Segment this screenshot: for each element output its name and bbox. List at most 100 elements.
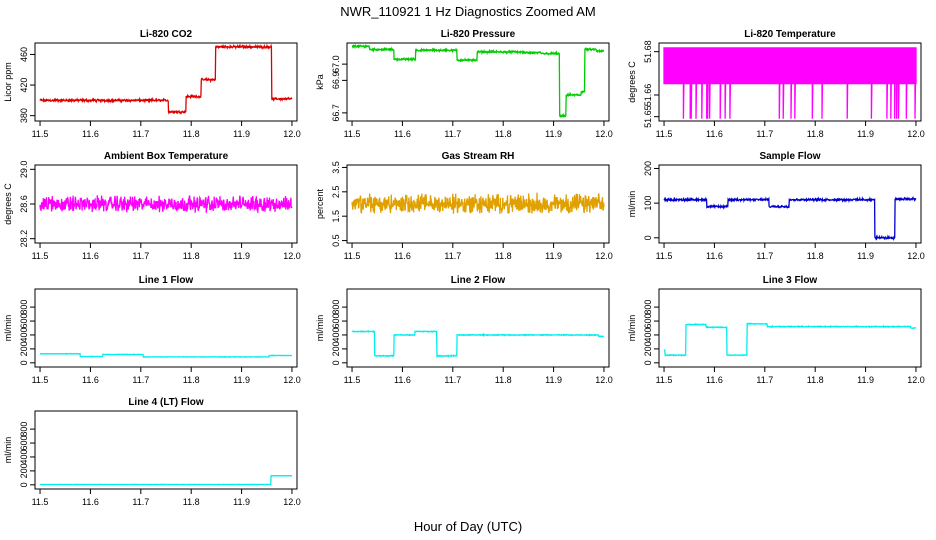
y-tick-label: 400 xyxy=(19,327,29,342)
y-tick-label: 800 xyxy=(643,300,653,315)
chart-panel-9: Line 3 Flow 11.5 11.6 11.7 11.8 11.9 12.0 0 2004… xyxy=(627,275,925,385)
y-tick-label: 600 xyxy=(643,314,653,329)
x-tick-label: 12.0 xyxy=(907,251,925,261)
y-axis-label: Licor ppm xyxy=(3,62,13,102)
plot-frame xyxy=(34,288,298,368)
y-tick-label: 66.7 xyxy=(331,104,341,122)
x-tick-label: 11.6 xyxy=(706,251,723,261)
x-tick-label: 11.7 xyxy=(756,375,773,385)
x-tick-label: 12.0 xyxy=(907,129,925,139)
series-line xyxy=(663,322,917,357)
x-tick-label: 11.6 xyxy=(706,129,723,139)
x-tick-label: 12.0 xyxy=(595,129,613,139)
x-tick-label: 11.9 xyxy=(233,129,250,139)
x-tick-label: 11.6 xyxy=(706,375,723,385)
y-tick-label: 51.68 xyxy=(643,40,653,63)
x-tick-label: 11.8 xyxy=(183,375,200,385)
panel-title: Line 2 Flow xyxy=(451,275,506,286)
y-tick-label: 29.0 xyxy=(19,161,29,179)
x-tick-label: 11.9 xyxy=(233,251,250,261)
x-tick-label: 11.8 xyxy=(183,129,200,139)
x-tick-label: 11.8 xyxy=(495,375,512,385)
x-tick-label: 11.8 xyxy=(807,375,824,385)
chart-panel-7: Line 1 Flow 11.5 11.6 11.7 11.8 11.9 12.0 0 2004… xyxy=(3,275,301,385)
x-tick-label: 11.7 xyxy=(132,497,149,507)
x-tick-label: 11.5 xyxy=(656,251,673,261)
x-tick-label: 11.6 xyxy=(394,375,411,385)
x-tick-label: 11.8 xyxy=(183,497,200,507)
x-tick-label: 11.5 xyxy=(32,129,49,139)
x-tick-label: 11.9 xyxy=(857,375,874,385)
series-line xyxy=(351,43,605,119)
y-tick-label: 800 xyxy=(19,422,29,437)
x-tick-label: 11.5 xyxy=(32,497,49,507)
x-tick-label: 11.7 xyxy=(132,251,149,261)
panel-title: Gas Stream RH xyxy=(442,151,515,162)
y-tick-label: 200 xyxy=(19,463,29,478)
y-tick-label: 1.5 xyxy=(331,210,341,223)
x-tick-label: 12.0 xyxy=(283,375,301,385)
x-tick-label: 11.9 xyxy=(233,375,250,385)
x-tick-label: 11.9 xyxy=(545,129,562,139)
panels: Li-820 CO2 11.5 11.6 11.7 11.8 11.9 12.0 380 420… xyxy=(3,29,925,507)
chart-panel-8: Line 2 Flow 11.5 11.6 11.7 11.8 11.9 12.0 0 2004… xyxy=(315,275,613,385)
x-tick-label: 11.6 xyxy=(394,251,411,261)
x-tick-label: 11.8 xyxy=(495,129,512,139)
panel-title: Sample Flow xyxy=(759,151,820,162)
x-tick-label: 11.5 xyxy=(656,375,673,385)
y-tick-label: 66.9 xyxy=(331,72,341,90)
x-tick-label: 11.5 xyxy=(32,251,49,261)
x-tick-label: 11.7 xyxy=(132,375,149,385)
y-tick-label: 600 xyxy=(331,314,341,329)
x-tick-label: 11.6 xyxy=(394,129,411,139)
x-tick-label: 11.5 xyxy=(656,129,673,139)
y-axis-label: ml/min xyxy=(627,315,637,342)
series-line xyxy=(351,329,604,358)
y-tick-label: 0 xyxy=(331,360,341,365)
y-tick-label: 420 xyxy=(19,78,29,93)
x-tick-label: 11.7 xyxy=(444,129,461,139)
y-tick-label: 400 xyxy=(331,327,341,342)
series-line xyxy=(39,474,293,486)
x-tick-label: 11.8 xyxy=(495,251,512,261)
x-tick-label: 12.0 xyxy=(283,129,301,139)
y-tick-label: 28.6 xyxy=(19,195,29,213)
y-tick-label: 800 xyxy=(19,300,29,315)
plot-frame xyxy=(658,288,922,368)
x-tick-label: 11.7 xyxy=(132,129,149,139)
series-line xyxy=(39,195,293,213)
y-tick-label: 67.0 xyxy=(331,55,341,73)
series-line xyxy=(39,352,293,359)
plot-frame xyxy=(346,42,610,122)
panel-title: Li-820 Pressure xyxy=(441,29,516,40)
y-tick-label: 0 xyxy=(19,360,29,365)
x-tick-label: 11.8 xyxy=(807,129,824,139)
panel-title: Line 4 (LT) Flow xyxy=(128,397,204,408)
plot-frame xyxy=(658,42,922,122)
x-tick-label: 11.5 xyxy=(344,129,361,139)
x-tick-label: 11.5 xyxy=(344,251,361,261)
series-line xyxy=(351,192,605,214)
y-tick-label: 51.65 xyxy=(643,105,653,128)
x-tick-label: 11.6 xyxy=(82,375,99,385)
y-axis-label: kPa xyxy=(315,74,325,90)
y-tick-label: 100 xyxy=(643,196,653,211)
series-line xyxy=(663,47,917,119)
x-tick-label: 12.0 xyxy=(595,375,613,385)
chart-panel-10: Line 4 (LT) Flow 11.5 11.6 11.7 11.8 11.9 12.0… xyxy=(3,397,301,507)
x-tick-label: 11.9 xyxy=(545,251,562,261)
x-tick-label: 11.9 xyxy=(545,375,562,385)
series-line xyxy=(39,43,293,115)
y-tick-label: 600 xyxy=(19,436,29,451)
plot-frame xyxy=(346,164,610,244)
y-axis-label: ml/min xyxy=(3,315,13,342)
panel-title: Li-820 CO2 xyxy=(140,29,193,40)
plot-frame xyxy=(658,164,922,244)
x-tick-label: 11.6 xyxy=(82,129,99,139)
y-axis-label: ml/min xyxy=(3,437,13,464)
x-tick-label: 12.0 xyxy=(283,497,301,507)
x-tick-label: 11.7 xyxy=(444,251,461,261)
y-tick-label: 200 xyxy=(643,161,653,176)
y-tick-label: 3.5 xyxy=(331,161,341,174)
y-tick-label: 200 xyxy=(19,341,29,356)
